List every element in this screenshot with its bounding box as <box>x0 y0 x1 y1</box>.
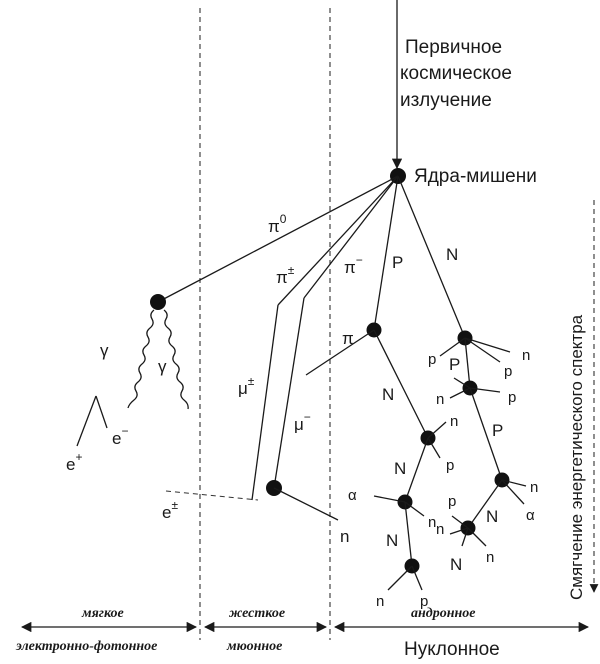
primary-label-line1: Первичное <box>405 37 502 58</box>
pi-secondary-label: π <box>342 329 354 348</box>
node-c-p-label: p <box>420 593 428 610</box>
neutron-label-f: N <box>486 507 498 526</box>
proton-track-d <box>464 337 471 389</box>
node-f-alpha-label: α <box>526 507 535 524</box>
node-a-p-label: p <box>446 457 454 474</box>
nucleon-component-label-2: Нуклонное <box>404 639 500 660</box>
neutron-label-3: N <box>386 531 398 550</box>
gamma-right-label: γ <box>158 357 167 376</box>
node-d-p2-label: p <box>428 351 436 368</box>
neutron-label-2: N <box>394 459 406 478</box>
proton-label-e: P <box>492 421 503 440</box>
node-c-n-label: n <box>376 593 384 610</box>
target-label: Ядра-мишени <box>414 166 537 187</box>
e-minus-label: e− <box>112 424 128 448</box>
mu-decay-n-track <box>273 487 339 521</box>
gamma-wavy-right <box>163 309 189 410</box>
gamma-wavy-left <box>127 309 155 409</box>
node-g-n-label: n <box>436 521 444 538</box>
hard-component-label-1: жесткое <box>229 606 285 621</box>
pi-pm-label: π± <box>276 263 295 287</box>
pi0-decay-node <box>150 294 166 310</box>
pi-secondary-track <box>305 329 375 376</box>
neutron-track-2 <box>404 437 429 503</box>
node-b-alpha-label: α <box>348 487 357 504</box>
node-d-p-label: p <box>504 363 512 380</box>
node-d-n-label: n <box>522 347 530 364</box>
mu-minus-label: μ− <box>294 410 311 434</box>
pi-pm-track <box>277 175 399 306</box>
pair-e-minus-track <box>95 395 108 429</box>
proton-label-d: P <box>449 355 460 374</box>
neutron-track-f <box>467 479 503 529</box>
e-plus-label: e+ <box>66 450 82 474</box>
node-e-n-label: n <box>436 391 444 408</box>
node-g-N-label: N <box>450 555 462 574</box>
proton-track-e <box>469 387 503 481</box>
e-pm-dashed-track <box>165 490 259 501</box>
node-b-n-label: n <box>428 514 436 531</box>
mu-pm-track <box>251 304 279 501</box>
node-f-n-label: n <box>530 479 538 496</box>
neutron-primary-track <box>397 175 466 339</box>
pi-minus-label: π− <box>344 253 363 277</box>
node-a-n-label: n <box>450 413 458 430</box>
neutron-label-1: N <box>382 385 394 404</box>
soft-component-label-2: электронно-фотонное <box>15 639 157 654</box>
neutron-primary-label: N <box>446 245 458 264</box>
node-g-n2-label: n <box>486 549 494 566</box>
node-g-p-label: p <box>448 493 456 510</box>
neutron-track-1 <box>373 329 429 439</box>
proton-label: P <box>392 253 403 272</box>
primary-label-line3: излучение <box>400 90 492 111</box>
proton-track <box>373 175 399 331</box>
primary-label-line2: космическое <box>400 63 512 84</box>
pi0-track <box>157 175 399 303</box>
node-e-p-label: p <box>508 389 516 406</box>
spectrum-softening-label: Смягчение энергетического спектра <box>567 314 586 600</box>
mu-decay-n-label: n <box>340 527 349 546</box>
nucleon-component-label-1: андронное <box>411 606 475 621</box>
e-pm-label: e± <box>162 498 178 522</box>
mu-pm-label: μ± <box>238 374 255 398</box>
pair-e-plus-track <box>76 395 97 447</box>
soft-component-label-1: мягкое <box>81 606 124 621</box>
pi0-label: π0 <box>268 212 287 236</box>
pi-minus-track <box>303 175 399 299</box>
neutron-track-3 <box>404 501 413 567</box>
hard-component-label-2: мюонное <box>226 639 282 654</box>
mu-minus-track <box>273 297 305 489</box>
gamma-left-label: γ <box>100 341 109 360</box>
